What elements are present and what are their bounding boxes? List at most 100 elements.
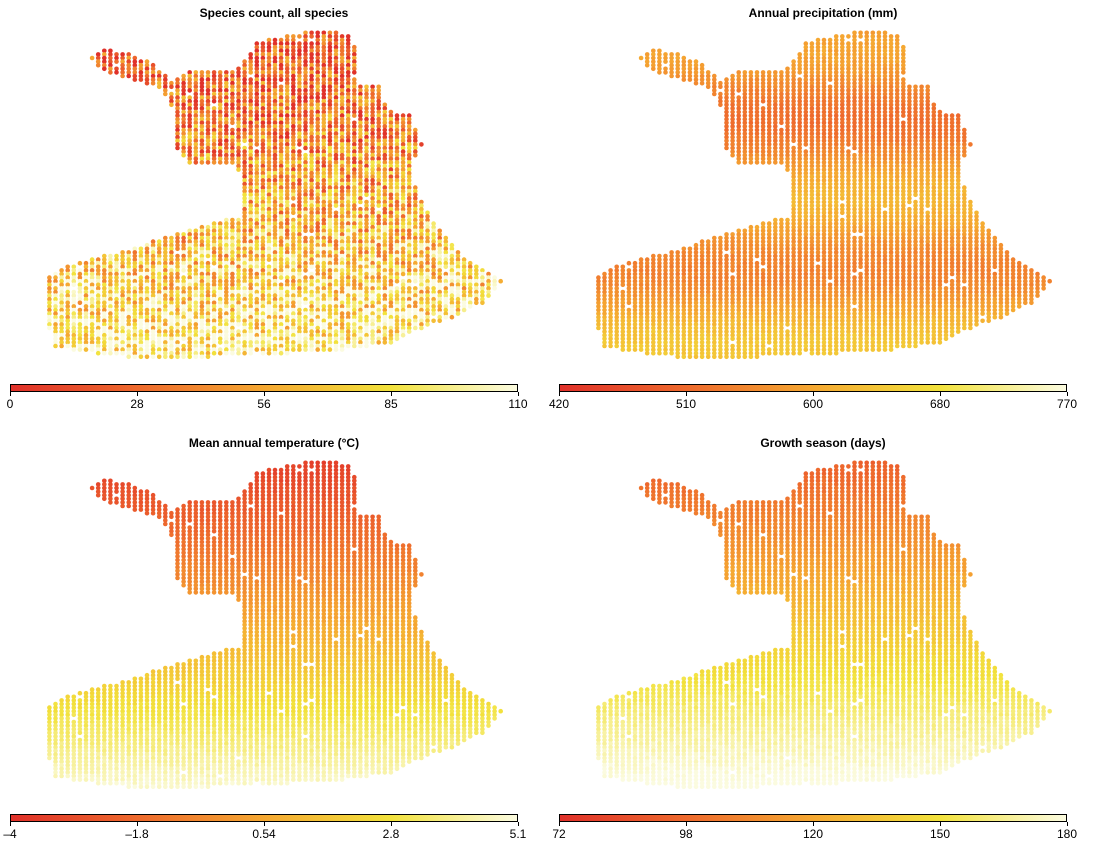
grid-cell-dot bbox=[156, 84, 162, 90]
grid-cell-dot bbox=[388, 210, 394, 216]
grid-cell-dot bbox=[230, 325, 235, 331]
grid-cell-dot bbox=[284, 250, 290, 255]
grid-cell-dot bbox=[388, 239, 394, 244]
grid-cell-dot bbox=[120, 340, 125, 345]
grid-cell-dot bbox=[358, 235, 363, 241]
grid-cell-dot bbox=[425, 275, 430, 280]
grid-cell-dot bbox=[425, 304, 430, 309]
grid-cell-dot bbox=[260, 70, 266, 75]
grid-cell-dot bbox=[620, 278, 626, 284]
grid-cell-dot bbox=[266, 192, 272, 198]
grid-cell-dot bbox=[394, 163, 400, 169]
grid-cell-dot bbox=[309, 332, 314, 338]
grid-cell-dot bbox=[248, 300, 253, 306]
grid-cell-dot bbox=[425, 214, 430, 219]
grid-cell-dot bbox=[303, 170, 308, 176]
grid-cell-dot bbox=[303, 98, 308, 104]
grid-cell-dot bbox=[181, 307, 186, 313]
grid-cell-dot bbox=[394, 120, 400, 126]
grid-cell-dot bbox=[358, 149, 363, 154]
grid-cell-dot bbox=[644, 275, 650, 280]
grid-cell-dot bbox=[181, 106, 186, 111]
grid-cell-dot bbox=[138, 307, 144, 313]
grid-cell-dot bbox=[644, 300, 650, 306]
grid-cell-dot bbox=[333, 174, 339, 180]
grid-cell-dot bbox=[284, 232, 290, 237]
grid-cell-dot bbox=[327, 206, 333, 212]
grid-cell-dot bbox=[242, 214, 247, 219]
grid-cell-dot bbox=[602, 300, 607, 306]
grid-cell-dot bbox=[406, 253, 412, 259]
grid-cell-dot bbox=[193, 239, 199, 244]
grid-cell-dot bbox=[187, 347, 192, 352]
grid-cell-dot bbox=[449, 311, 455, 316]
grid-cell-dot bbox=[132, 304, 138, 309]
grid-cell-dot bbox=[413, 239, 418, 244]
grid-cell-dot bbox=[266, 185, 272, 190]
grid-cell-dot bbox=[230, 340, 235, 345]
grid-cell-dot bbox=[681, 282, 687, 288]
grid-cell-dot bbox=[394, 289, 400, 295]
grid-cell-dot bbox=[187, 354, 192, 360]
grid-cell-dot bbox=[315, 48, 321, 54]
grid-cell-dot bbox=[358, 221, 363, 226]
grid-cell-dot bbox=[638, 260, 644, 266]
grid-cell-dot bbox=[687, 286, 693, 291]
grid-cell-dot bbox=[278, 167, 284, 172]
grid-cell-dot bbox=[394, 156, 400, 162]
grid-cell-dot bbox=[205, 127, 211, 133]
grid-cell-dot bbox=[321, 120, 327, 126]
grid-cell-dot bbox=[669, 268, 674, 273]
grid-cell-dot bbox=[693, 62, 699, 68]
grid-cell-dot bbox=[321, 246, 327, 252]
grid-cell-dot bbox=[608, 343, 613, 349]
grid-cell-dot bbox=[352, 70, 357, 75]
grid-cell-dot bbox=[712, 354, 717, 360]
grid-cell-dot bbox=[681, 296, 687, 302]
grid-cell-dot bbox=[138, 275, 144, 280]
grid-cell-dot bbox=[236, 134, 241, 140]
grid-cell-dot bbox=[297, 214, 302, 219]
grid-cell-dot bbox=[406, 199, 412, 205]
grid-cell-dot bbox=[205, 314, 211, 320]
grid-cell-dot bbox=[370, 282, 375, 288]
grid-cell-dot bbox=[327, 286, 333, 291]
grid-cell-dot bbox=[455, 268, 461, 273]
grid-cell-dot bbox=[102, 271, 107, 277]
grid-cell-dot bbox=[394, 152, 400, 158]
grid-cell-dot bbox=[333, 217, 339, 223]
grid-cell-dot bbox=[449, 289, 455, 295]
grid-cell-dot bbox=[358, 340, 363, 345]
grid-cell-dot bbox=[327, 34, 333, 39]
grid-cell-dot bbox=[89, 343, 95, 349]
grid-cell-dot bbox=[675, 307, 680, 313]
grid-cell-dot bbox=[455, 293, 461, 298]
grid-cell-dot bbox=[638, 322, 644, 327]
grid-cell-dot bbox=[291, 304, 296, 309]
grid-cell-dot bbox=[437, 242, 443, 248]
grid-cell-dot bbox=[266, 228, 272, 234]
grid-cell-dot bbox=[358, 102, 363, 108]
grid-cell-dot bbox=[406, 181, 412, 187]
grid-cell-dot bbox=[193, 271, 199, 277]
grid-cell-dot bbox=[693, 293, 699, 298]
grid-cell-dot bbox=[211, 257, 217, 262]
grid-cell-dot bbox=[266, 221, 272, 226]
grid-cell-dot bbox=[382, 185, 388, 190]
grid-cell-dot bbox=[309, 300, 314, 306]
grid-cell-dot bbox=[242, 322, 247, 327]
grid-cell-dot bbox=[193, 232, 199, 237]
grid-cell-dot bbox=[187, 156, 192, 162]
grid-cell-dot bbox=[260, 178, 266, 183]
grid-cell-dot bbox=[187, 350, 192, 356]
grid-cell-dot bbox=[291, 271, 296, 277]
grid-cell-dot bbox=[248, 120, 253, 126]
grid-cell-dot bbox=[77, 268, 83, 273]
grid-cell-dot bbox=[675, 282, 680, 288]
grid-cell-dot bbox=[150, 293, 156, 298]
grid-cell-dot bbox=[400, 300, 406, 306]
grid-cell-dot bbox=[260, 304, 266, 309]
grid-cell-dot bbox=[352, 210, 357, 216]
grid-cell-dot bbox=[364, 322, 369, 327]
grid-cell-dot bbox=[102, 350, 107, 356]
